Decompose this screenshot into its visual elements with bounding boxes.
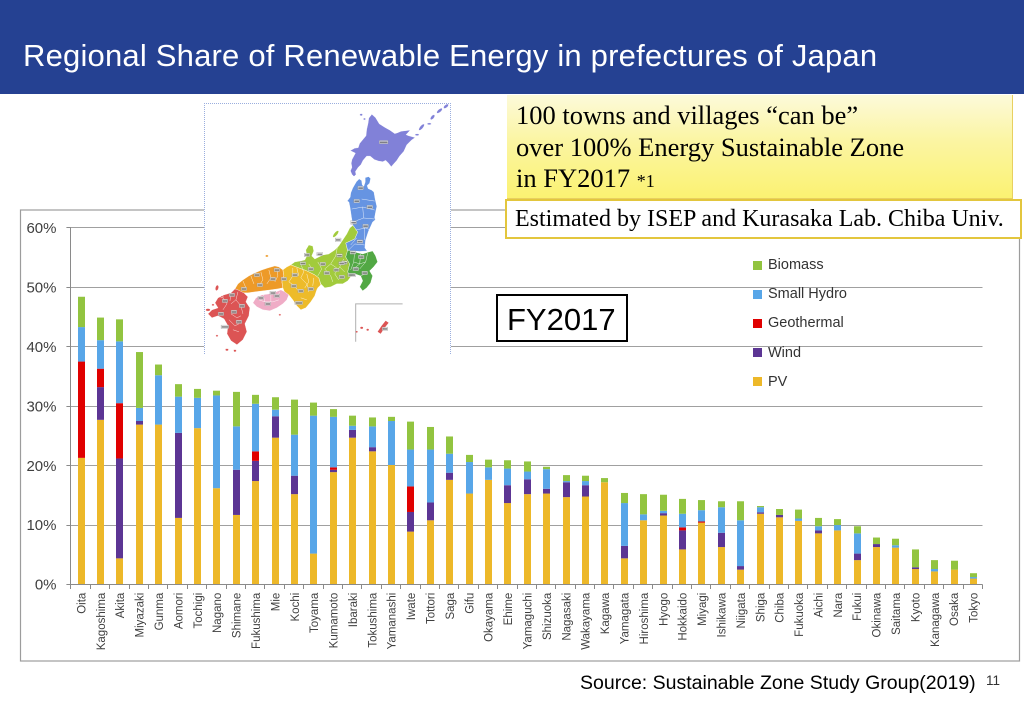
svg-text:Shiga: Shiga xyxy=(755,592,767,622)
svg-text:Okayama: Okayama xyxy=(484,592,496,642)
svg-text:60%: 60% xyxy=(26,220,56,237)
svg-text:Kyoto: Kyoto xyxy=(910,593,922,622)
svg-text:10%: 10% xyxy=(26,517,56,534)
svg-text:Oita: Oita xyxy=(76,592,88,614)
svg-text:Ehime: Ehime xyxy=(503,593,515,626)
svg-text:Kanagawa: Kanagawa xyxy=(930,592,942,647)
svg-text:Yamagata: Yamagata xyxy=(619,592,631,644)
svg-text:30%: 30% xyxy=(26,398,56,415)
svg-text:Ibaraki: Ibaraki xyxy=(348,593,360,628)
svg-text:Akita: Akita xyxy=(115,592,127,618)
svg-text:Kagawa: Kagawa xyxy=(600,592,612,634)
svg-text:Tochigi: Tochigi xyxy=(193,593,205,629)
svg-text:Iwate: Iwate xyxy=(406,593,418,621)
svg-text:Ishikawa: Ishikawa xyxy=(716,592,728,637)
svg-text:Miyazaki: Miyazaki xyxy=(135,593,147,638)
svg-text:Tokushima: Tokushima xyxy=(367,592,379,648)
svg-text:20%: 20% xyxy=(26,458,56,475)
svg-text:Nagano: Nagano xyxy=(212,593,224,633)
svg-text:Yamaguchi: Yamaguchi xyxy=(523,593,535,650)
svg-text:Hokkaido: Hokkaido xyxy=(678,593,690,641)
svg-text:Gifu: Gifu xyxy=(464,593,476,614)
svg-text:Saitama: Saitama xyxy=(891,592,903,635)
svg-text:40%: 40% xyxy=(26,339,56,356)
svg-text:Niigata: Niigata xyxy=(736,592,748,628)
svg-text:Hiroshima: Hiroshima xyxy=(639,592,651,644)
svg-text:Osaka: Osaka xyxy=(949,592,961,626)
svg-text:Kumamoto: Kumamoto xyxy=(329,593,341,649)
svg-text:Mie: Mie xyxy=(270,593,282,612)
svg-text:Tottori: Tottori xyxy=(426,593,438,624)
svg-text:Nara: Nara xyxy=(833,592,845,618)
svg-text:Nagasaki: Nagasaki xyxy=(561,593,573,641)
svg-text:0%: 0% xyxy=(35,577,57,594)
svg-text:Chiba: Chiba xyxy=(775,592,787,623)
svg-text:Hyogo: Hyogo xyxy=(658,593,670,626)
svg-text:Aichi: Aichi xyxy=(813,593,825,618)
svg-text:Shimane: Shimane xyxy=(232,593,244,638)
svg-text:Yamanashi: Yamanashi xyxy=(387,593,399,650)
svg-text:Aomori: Aomori xyxy=(173,593,185,629)
svg-text:Okinawa: Okinawa xyxy=(872,592,884,637)
svg-text:Fukui: Fukui xyxy=(852,593,864,621)
svg-text:Kochi: Kochi xyxy=(290,593,302,622)
svg-text:Kagoshima: Kagoshima xyxy=(96,592,108,650)
svg-text:Saga: Saga xyxy=(445,592,457,619)
svg-text:Miyagi: Miyagi xyxy=(697,593,709,626)
svg-text:Fukuoka: Fukuoka xyxy=(794,592,806,637)
svg-text:Fukushima: Fukushima xyxy=(251,592,263,649)
svg-text:50%: 50% xyxy=(26,279,56,296)
svg-text:Shizuoka: Shizuoka xyxy=(542,592,554,640)
svg-text:Wakayama: Wakayama xyxy=(581,592,593,650)
svg-text:Toyama: Toyama xyxy=(309,592,321,633)
svg-text:Gunma: Gunma xyxy=(154,592,166,630)
svg-text:Tokyo: Tokyo xyxy=(969,593,981,623)
